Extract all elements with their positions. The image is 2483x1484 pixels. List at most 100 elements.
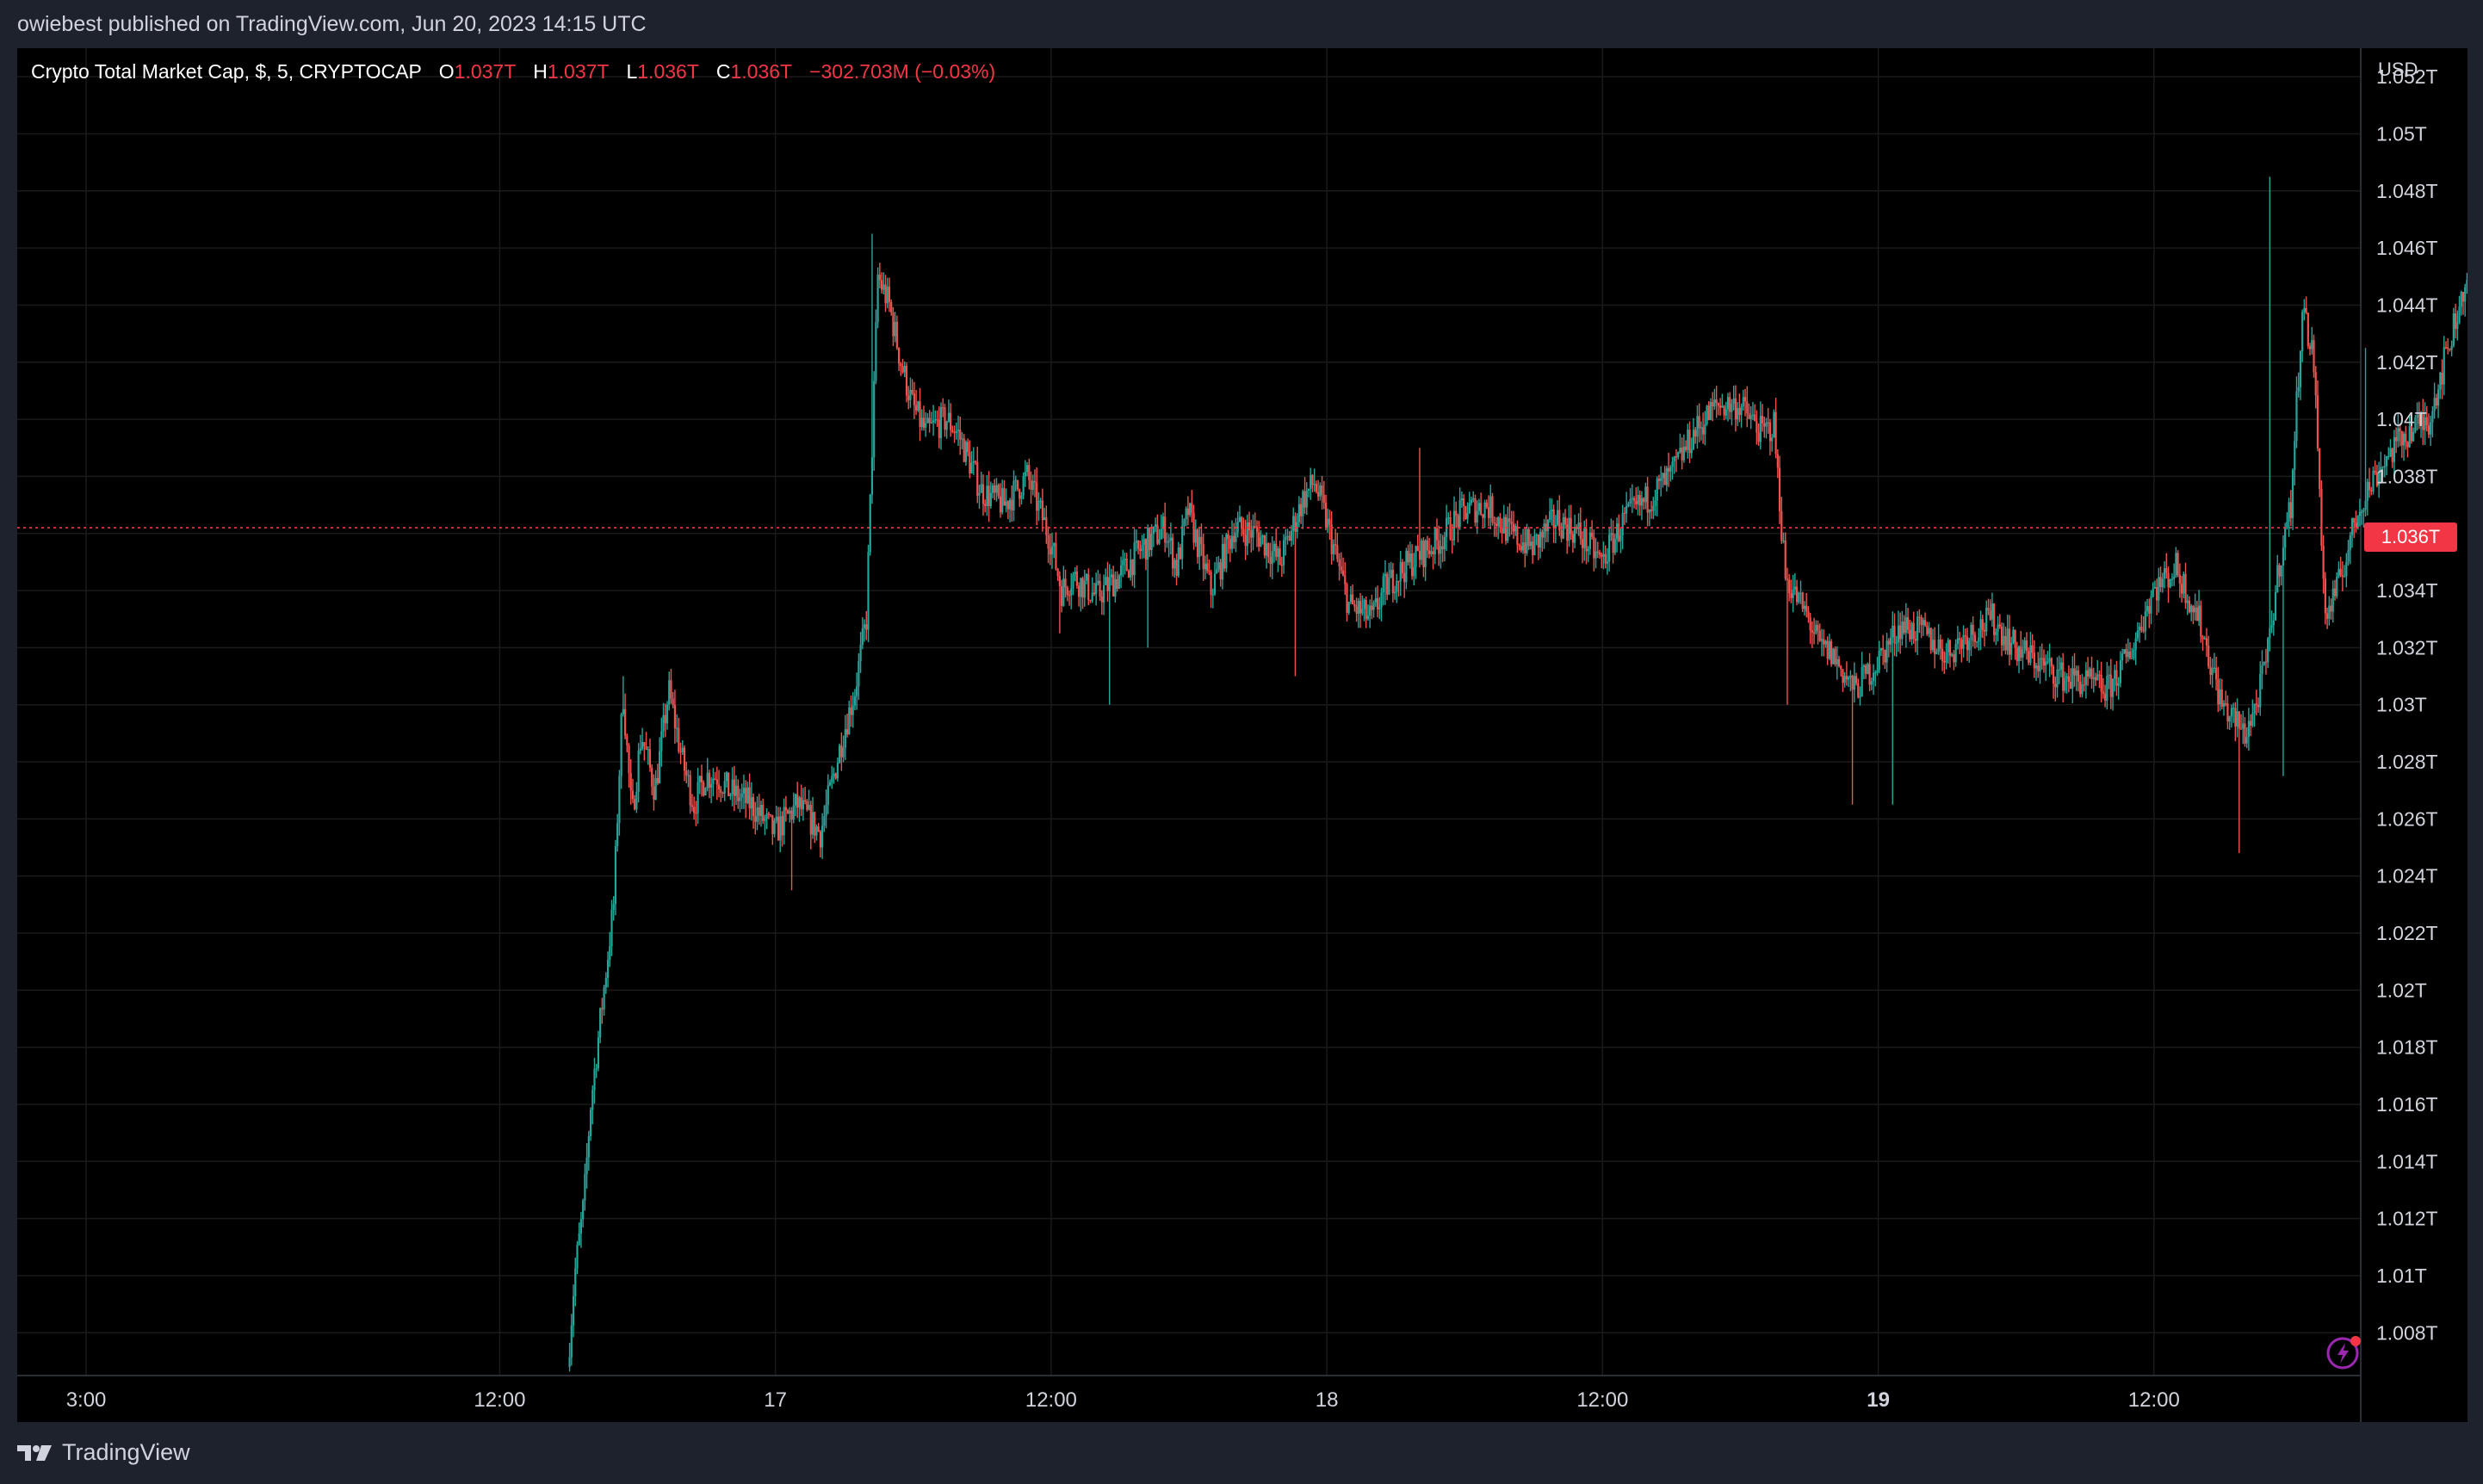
candle-body <box>989 492 992 507</box>
candle-body <box>1011 499 1013 511</box>
price-tick-label: 1.022T <box>2376 922 2438 944</box>
candle-body <box>622 708 624 714</box>
candle-body <box>1468 503 1471 514</box>
candle-body <box>1043 517 1046 521</box>
chart-pane[interactable]: 1.008T 1.01T 1.012T 1.014T 1.016T 1.018T 1.02T… <box>17 48 2468 1422</box>
candle-body <box>587 1135 590 1158</box>
price-chart[interactable]: 1.008T 1.01T 1.012T 1.014T 1.016T 1.018T 1.02T… <box>17 48 2468 1422</box>
candle-body <box>1031 480 1034 490</box>
candle-body <box>1390 569 1392 578</box>
candle-body <box>574 1268 577 1296</box>
candle-body <box>1324 502 1328 528</box>
candle-body <box>2152 588 2154 597</box>
candle-body <box>2427 425 2430 435</box>
candle-body <box>771 815 774 834</box>
candle-body <box>651 767 653 787</box>
candle-body <box>1501 528 1503 534</box>
candle-body <box>2337 568 2340 578</box>
candle-body <box>1552 509 1555 529</box>
candle-body <box>1713 399 1716 407</box>
candle-body <box>1272 543 1276 552</box>
price-tick-label: 1.038T <box>2376 465 2438 487</box>
candle-body <box>1837 659 1841 667</box>
candle-body <box>1619 535 1622 541</box>
candle-body <box>1742 397 1744 407</box>
candle-body <box>1189 503 1192 516</box>
candle-body <box>1729 397 1731 412</box>
candle-body <box>1601 554 1603 557</box>
candle-body <box>2372 470 2375 492</box>
candle-body <box>1443 536 1446 550</box>
candle-body <box>1078 585 1081 597</box>
candle-body <box>703 782 705 796</box>
candle-body <box>1102 584 1105 603</box>
candle-body <box>1554 524 1557 529</box>
candle-body <box>863 624 866 628</box>
candle-body <box>920 417 923 427</box>
candle-body <box>1108 577 1111 591</box>
candle-body <box>1093 592 1096 595</box>
candle-body <box>1690 448 1693 454</box>
candle-body <box>1072 574 1074 589</box>
candle-body <box>1204 563 1207 570</box>
candle-body <box>721 792 724 795</box>
candle-body <box>708 772 711 788</box>
candle-body <box>1922 620 1924 626</box>
candle-body <box>1872 672 1875 682</box>
candle-body <box>672 698 674 706</box>
candle-body <box>1682 446 1685 461</box>
candle-body <box>1892 625 1894 638</box>
candle-body <box>1230 535 1234 549</box>
candle-body <box>1746 401 1749 414</box>
candle-body <box>2343 576 2346 578</box>
candle-body <box>1510 521 1513 524</box>
candle-body <box>620 714 622 776</box>
candle-body <box>819 831 822 848</box>
candle-body <box>808 804 810 810</box>
candle-body <box>2062 662 2065 691</box>
candle-body <box>1269 557 1272 565</box>
candle-body <box>2004 635 2007 651</box>
candle-body <box>1001 488 1004 513</box>
candle-body <box>1037 501 1040 511</box>
candle-body <box>1055 543 1057 570</box>
candle-body <box>1413 567 1415 577</box>
candle-body <box>1776 454 1779 468</box>
candle-body <box>2311 340 2313 349</box>
candle-body <box>796 794 799 808</box>
candle-body <box>1056 569 1059 577</box>
candle-body <box>1254 526 1256 528</box>
candle-body <box>2033 652 2035 669</box>
candle-body <box>1740 406 1743 416</box>
candle-body <box>964 442 968 462</box>
candle-body <box>1091 592 1093 601</box>
candle-body <box>1221 543 1224 580</box>
candle-body <box>2106 676 2108 701</box>
candle-body <box>2385 456 2388 467</box>
candle-body <box>2186 600 2189 603</box>
candle-body <box>1700 427 1702 429</box>
candle-body <box>991 485 994 493</box>
candle-body <box>1173 560 1176 569</box>
candle-body <box>926 417 929 424</box>
candle-body <box>1167 540 1170 542</box>
candle-body <box>1698 416 1700 429</box>
candle-body <box>1874 672 1877 674</box>
currency-label[interactable]: USD <box>2378 59 2418 80</box>
symbol-legend[interactable]: Crypto Total Market Cap, $, 5, CRYPTOCAP… <box>31 60 995 83</box>
candle-body <box>1499 517 1502 529</box>
candle-body <box>1341 570 1345 576</box>
candle-body <box>1313 484 1316 485</box>
candle-body <box>1830 641 1833 665</box>
candle-body <box>2464 287 2467 302</box>
lightning-icon[interactable] <box>2325 1333 2364 1372</box>
candle-body <box>1277 548 1279 557</box>
candle-body <box>1068 595 1071 597</box>
candle-body <box>1577 522 1580 529</box>
price-tick-label: 1.044T <box>2376 294 2438 316</box>
candle-body <box>1778 467 1781 512</box>
footer[interactable]: TradingView <box>17 1439 190 1466</box>
candle-body <box>683 747 686 771</box>
candle-body <box>1973 634 1976 642</box>
candle-body <box>2170 578 2174 580</box>
